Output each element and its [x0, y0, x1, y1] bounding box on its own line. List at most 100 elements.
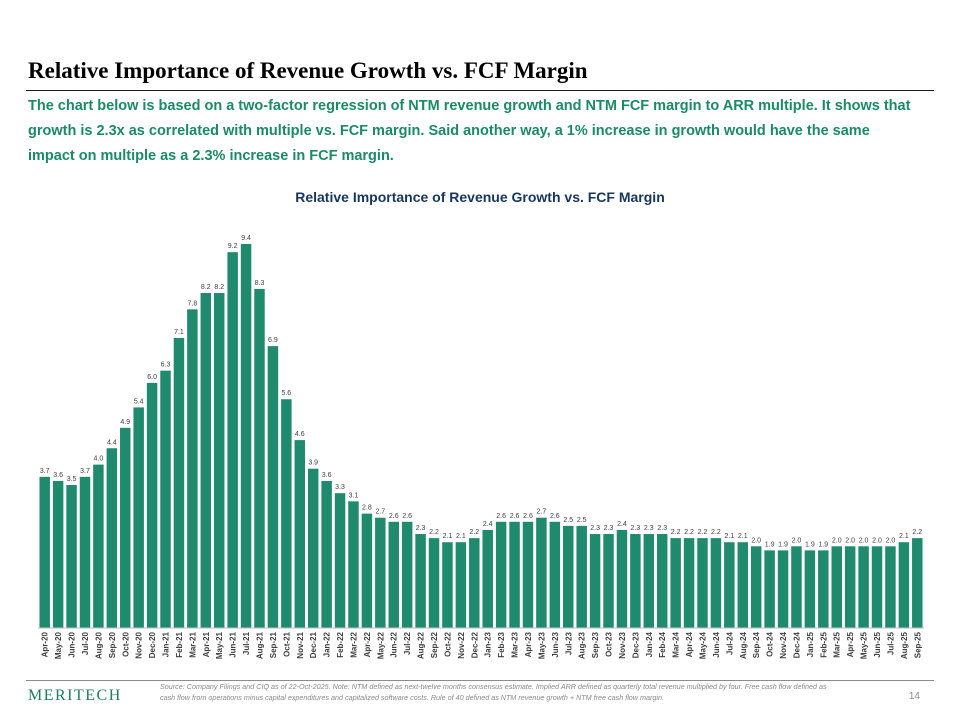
- bars-group: [39, 244, 923, 629]
- bar-jun-22: [388, 521, 399, 628]
- value-label-feb-25: 1.9: [818, 541, 828, 548]
- value-label-dec-23: 2.3: [631, 525, 641, 532]
- bar-apr-24: [683, 538, 695, 628]
- x-tick-feb-24: Feb-24: [658, 631, 667, 657]
- bar-jan-23: [482, 529, 493, 628]
- bar-mar-21: [187, 309, 198, 628]
- value-label-jul-22: 2.6: [402, 513, 412, 520]
- x-tick-dec-20: Dec-20: [148, 631, 157, 658]
- bar-sep-22: [428, 538, 440, 628]
- x-tick-apr-22: Apr-22: [363, 631, 372, 657]
- x-tick-may-24: May-24: [699, 631, 708, 659]
- value-label-jun-25: 2.0: [872, 537, 882, 544]
- value-label-jul-20: 3.7: [80, 468, 90, 475]
- x-tick-feb-22: Feb-22: [336, 631, 345, 657]
- bar-feb-24: [656, 534, 668, 628]
- bar-nov-22: [455, 542, 467, 628]
- value-label-jun-21: 9.2: [228, 243, 238, 250]
- x-tick-dec-22: Dec-22: [470, 631, 479, 658]
- value-label-jan-23: 2.4: [483, 521, 493, 528]
- bar-dec-24: [791, 546, 802, 628]
- bar-apr-20: [39, 476, 50, 628]
- x-tick-nov-22: Nov-22: [457, 631, 466, 658]
- value-label-oct-20: 4.9: [120, 419, 130, 426]
- bar-feb-23: [495, 521, 507, 628]
- x-tick-sep-24: Sep-24: [752, 631, 761, 658]
- value-label-feb-21: 7.1: [174, 329, 184, 336]
- value-label-apr-22: 2.8: [362, 505, 372, 512]
- x-tick-feb-21: Feb-21: [175, 631, 184, 657]
- x-tick-sep-20: Sep-20: [108, 631, 117, 658]
- x-tick-jul-21: Jul-21: [242, 631, 251, 655]
- slide-title: Relative Importance of Revenue Growth vs…: [28, 58, 588, 83]
- bar-aug-21: [254, 288, 265, 628]
- value-label-aug-21: 8.3: [255, 280, 265, 287]
- bar-jun-25: [871, 546, 883, 628]
- bar-aug-22: [415, 534, 426, 628]
- bar-oct-24: [764, 550, 775, 628]
- x-tick-mar-22: Mar-22: [349, 631, 358, 657]
- bar-apr-21: [200, 293, 212, 628]
- x-tick-mar-25: Mar-25: [833, 631, 842, 657]
- meritech-logo: MERITECH: [28, 687, 122, 704]
- value-label-may-20: 3.6: [53, 472, 63, 479]
- value-label-mar-21: 7.8: [188, 300, 198, 307]
- x-tick-oct-20: Oct-20: [121, 631, 130, 656]
- x-tick-dec-23: Dec-23: [631, 631, 640, 658]
- value-label-oct-21: 5.6: [281, 390, 291, 397]
- bar-mar-24: [670, 538, 681, 628]
- x-tick-aug-20: Aug-20: [94, 631, 103, 659]
- bar-jul-21: [240, 244, 252, 628]
- bar-may-22: [375, 517, 386, 628]
- x-tick-jun-20: Jun-20: [68, 631, 77, 657]
- value-label-jan-25: 1.9: [805, 541, 815, 548]
- x-tick-may-21: May-21: [215, 631, 224, 659]
- bar-jan-25: [804, 550, 816, 628]
- value-label-apr-24: 2.2: [684, 529, 694, 536]
- value-label-dec-21: 3.9: [308, 460, 318, 467]
- bar-mar-22: [348, 501, 359, 628]
- bar-dec-20: [146, 382, 158, 628]
- bar-jan-24: [643, 534, 655, 628]
- value-label-apr-23: 2.6: [523, 513, 533, 520]
- x-tick-apr-21: Apr-21: [202, 631, 211, 657]
- x-tick-jan-24: Jan-24: [645, 631, 654, 657]
- value-label-jun-22: 2.6: [389, 513, 399, 520]
- x-tick-aug-24: Aug-24: [739, 631, 748, 659]
- value-label-may-25: 2.0: [859, 537, 869, 544]
- bar-oct-21: [281, 399, 292, 628]
- bar-sep-24: [750, 546, 762, 628]
- x-tick-aug-25: Aug-25: [900, 631, 909, 659]
- bar-dec-22: [469, 538, 480, 628]
- x-tick-jul-20: Jul-20: [81, 631, 90, 655]
- x-tick-jan-21: Jan-21: [162, 631, 171, 657]
- x-tick-oct-24: Oct-24: [766, 631, 775, 656]
- x-tick-dec-21: Dec-21: [309, 631, 318, 658]
- value-label-jun-20: 3.5: [67, 476, 77, 483]
- bar-jul-20: [79, 476, 91, 628]
- footer-divider: [26, 680, 934, 681]
- value-label-aug-24: 2.1: [738, 533, 748, 540]
- value-label-sep-25: 2.2: [912, 529, 922, 536]
- x-tick-aug-23: Aug-23: [578, 631, 587, 659]
- value-label-aug-25: 2.1: [899, 533, 909, 540]
- value-label-sep-21: 6.9: [268, 337, 278, 344]
- bar-nov-23: [616, 529, 628, 628]
- source-note: Source: Company Filings and CIQ as of 22…: [160, 682, 827, 702]
- x-tick-may-25: May-25: [860, 631, 869, 659]
- value-label-jul-24: 2.1: [724, 533, 734, 540]
- x-tick-sep-25: Sep-25: [913, 631, 922, 658]
- x-tick-jul-23: Jul-23: [564, 631, 573, 655]
- value-label-jul-21: 9.4: [241, 235, 251, 242]
- value-label-mar-24: 2.2: [671, 529, 681, 536]
- x-tick-jun-24: Jun-24: [712, 631, 721, 657]
- x-tick-aug-21: Aug-21: [256, 631, 265, 659]
- bar-aug-23: [576, 525, 587, 628]
- x-tick-oct-22: Oct-22: [443, 631, 452, 656]
- value-label-apr-25: 2.0: [845, 537, 855, 544]
- value-label-jan-24: 2.3: [644, 525, 654, 532]
- bar-oct-22: [442, 542, 453, 628]
- bar-jun-21: [227, 252, 238, 629]
- bar-dec-23: [630, 534, 641, 628]
- x-tick-feb-25: Feb-25: [819, 631, 828, 657]
